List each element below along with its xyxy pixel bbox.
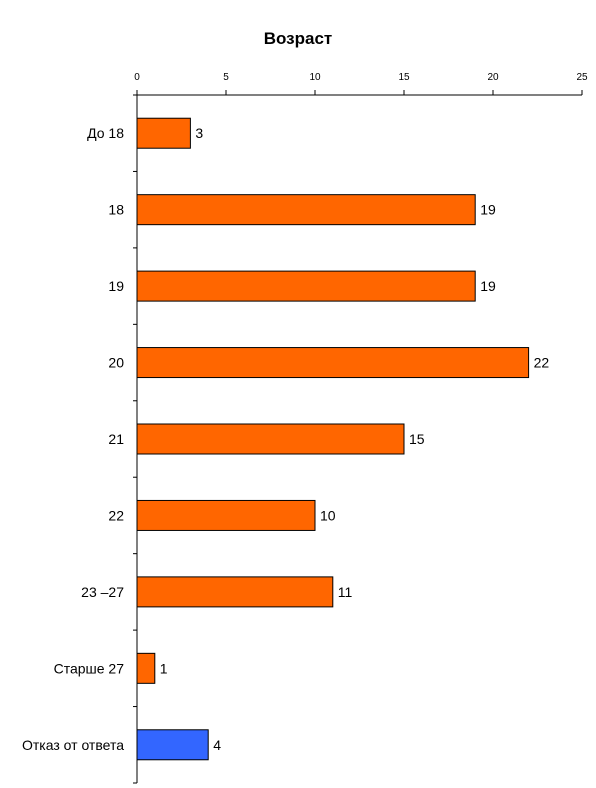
x-tick-label: 25 (576, 72, 588, 83)
bar (136, 652, 156, 684)
category-label: Отказ от ответа (22, 737, 124, 753)
x-tick-label: 15 (398, 72, 410, 83)
value-label: 19 (480, 278, 496, 294)
bar (136, 729, 209, 761)
category-label: 23 –27 (81, 584, 124, 600)
value-label: 4 (213, 737, 221, 753)
category-label: Старше 27 (54, 660, 125, 676)
bar (136, 576, 334, 608)
value-label: 15 (409, 431, 425, 447)
category-label: 19 (108, 278, 124, 294)
bars: До 18 3 18 19 19 19 20 22 21 15 22 10 23 –27 11 Старше… (22, 117, 550, 761)
x-tick-label: 10 (309, 72, 321, 83)
category-label: 18 (108, 202, 124, 218)
value-label: 3 (195, 125, 203, 141)
value-label: 22 (534, 355, 550, 371)
category-label: 21 (108, 431, 124, 447)
value-label: 19 (480, 202, 496, 218)
value-label: 10 (320, 507, 336, 523)
bar (136, 117, 191, 149)
bar (136, 270, 476, 302)
bar (136, 499, 316, 531)
x-tick-label: 0 (134, 72, 140, 83)
category-label: 22 (108, 507, 124, 523)
x-tick-label: 20 (487, 72, 499, 83)
bar (136, 194, 476, 226)
bar (136, 347, 530, 379)
value-label: 1 (160, 660, 168, 676)
bar (136, 423, 405, 455)
category-label: До 18 (87, 125, 124, 141)
chart-title: Возраст (264, 29, 333, 48)
category-label: 20 (108, 355, 124, 371)
value-label: 11 (338, 584, 353, 600)
x-tick-label: 5 (223, 72, 229, 83)
